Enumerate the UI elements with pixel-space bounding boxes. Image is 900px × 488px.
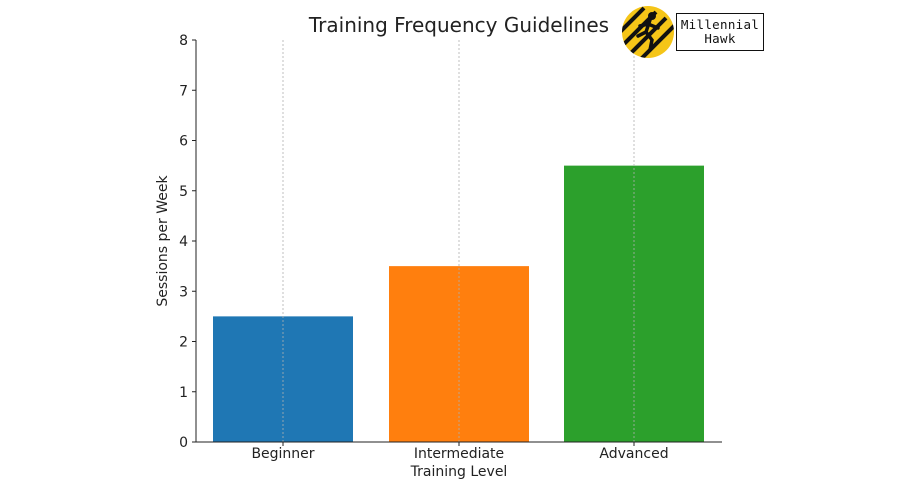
- x-tick-label: Advanced: [599, 446, 668, 462]
- bars-layer: [213, 165, 704, 442]
- bar-advanced: [564, 165, 704, 442]
- y-tick-label: 1: [179, 385, 188, 401]
- bar-beginner: [213, 316, 353, 442]
- y-tick-label: 8: [179, 33, 188, 49]
- y-axis-label: Sessions per Week: [155, 175, 171, 307]
- y-tick-label: 6: [179, 134, 188, 150]
- x-axis-label: Training Level: [410, 464, 508, 480]
- y-tick-label: 3: [179, 284, 188, 300]
- logo-line-2: Hawk: [704, 31, 736, 46]
- x-ticks: Beginner Intermediate Advanced: [251, 442, 669, 462]
- running-figure-icon: [622, 6, 674, 58]
- logo-wordmark: Millennial Hawk: [676, 13, 764, 51]
- x-tick-label: Intermediate: [414, 446, 504, 462]
- y-tick-label: 2: [179, 335, 188, 351]
- x-tick-label: Beginner: [251, 446, 314, 462]
- y-tick-label: 7: [179, 83, 188, 99]
- brand-logo: Millennial Hawk: [620, 4, 768, 60]
- logo-line-1: Millennial: [680, 17, 760, 32]
- y-tick-label: 5: [179, 184, 188, 200]
- chart-title: Training Frequency Guidelines: [308, 13, 609, 37]
- y-tick-label: 4: [179, 234, 188, 250]
- grid-front-layer: [282, 40, 635, 442]
- y-ticks: 0 1 2 3 4 5 6 7 8: [179, 33, 196, 451]
- y-tick-label: 0: [179, 435, 188, 451]
